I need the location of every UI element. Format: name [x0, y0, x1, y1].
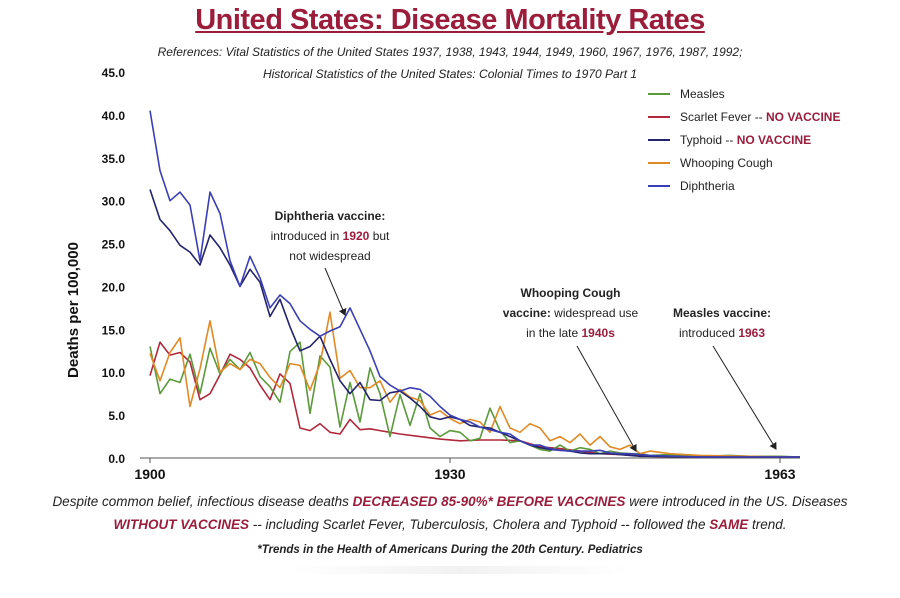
legend-swatch-diphtheria — [648, 184, 670, 187]
annotation-diphtheria-title: Diphtheria vaccine: — [274, 209, 386, 223]
series-line-measles — [149, 341, 801, 458]
y-tick-label: 40.0 — [102, 109, 126, 123]
series-line-scarlet — [149, 341, 800, 458]
citation: *Trends in the Health of Americans Durin… — [257, 544, 643, 556]
x-tick-label: 1900 — [134, 466, 165, 482]
legend-swatch-measles — [648, 92, 670, 95]
annotation-diphtheria-text-2: but — [369, 229, 390, 243]
annotation-measles-text: introduced — [678, 326, 739, 340]
x-tick-label: 1930 — [434, 466, 465, 482]
chart-legend: Measles Scarlet Fever -- NO VACCINE Typh… — [648, 82, 840, 197]
y-tick-label: 35.0 — [102, 152, 126, 166]
caption-text-4: trend. — [748, 517, 787, 532]
y-tick-label: 15.0 — [102, 323, 126, 337]
series-line-diphtheria — [149, 110, 800, 458]
legend-label-diphtheria: Diphtheria — [680, 178, 735, 193]
legend-no-vaccine-scarlet: NO VACCINE — [766, 109, 841, 124]
references-line-2: Historical Statistics of the United Stat… — [262, 67, 638, 81]
diphtheria-arrow — [324, 267, 347, 316]
legend-swatch-whooping-cough — [648, 161, 670, 164]
legend-item-measles: Measles — [648, 82, 840, 105]
legend-label-scarlet-fever: Scarlet Fever -- — [680, 109, 767, 124]
y-tick-label: 10.0 — [102, 366, 126, 380]
y-tick-label: 5.0 — [108, 409, 125, 423]
y-tick-label: 30.0 — [102, 195, 126, 209]
y-axis-label: Deaths per 100,000 — [65, 242, 82, 378]
y-tick-label: 0.0 — [108, 452, 125, 466]
annotation-whooping-cough: Whooping Cough vaccine: widespread use i… — [488, 283, 653, 343]
y-axis-ticks: 0.0 5.0 10.0 15.0 20.0 25.0 30.0 35.0 40.0 45.0 — [102, 66, 126, 466]
annotation-whooping-text-2: in the late — [526, 326, 582, 340]
legend-item-diphtheria: Diphtheria — [648, 174, 840, 197]
caption-highlight-2: WITHOUT VACCINES — [113, 517, 249, 532]
annotation-diphtheria-text: introduced in — [270, 229, 343, 243]
annotation-diphtheria-text-3: not widespread — [289, 249, 371, 263]
annotation-measles-year: 1963 — [738, 326, 766, 340]
caption-text-1: Despite common belief, infectious diseas… — [52, 494, 353, 509]
series-line-whooping — [149, 311, 801, 458]
annotation-measles: Measles vaccine: introduced 1963 — [662, 303, 782, 343]
legend-label-whooping-cough: Whooping Cough — [680, 155, 773, 170]
y-tick-label: 20.0 — [102, 280, 126, 294]
whooping-cough-arrow — [576, 345, 637, 452]
legend-swatch-typhoid — [648, 138, 670, 141]
legend-item-whooping-cough: Whooping Cough — [648, 151, 840, 174]
series-lines — [149, 110, 801, 458]
annotation-whooping-text: widespread use — [550, 306, 639, 320]
caption-text-3: -- including Scarlet Fever, Tuberculosis… — [248, 517, 710, 532]
annotation-whooping-title-2: vaccine: — [502, 306, 551, 320]
caption-line-1: Despite common belief, infectious diseas… — [0, 494, 900, 509]
legend-no-vaccine-typhoid: NO VACCINE — [736, 132, 812, 147]
caption-text-2: were introduced in the US. Diseases — [625, 494, 848, 509]
annotation-whooping-title: Whooping Cough — [520, 286, 621, 300]
references-line-1: References: Vital Statistics of the Unit… — [157, 45, 743, 59]
legend-item-scarlet-fever: Scarlet Fever -- NO VACCINE — [648, 105, 840, 128]
chart-title: United States: Disease Mortality Rates — [195, 4, 705, 36]
caption-highlight-1: DECREASED 85-90%* BEFORE VACCINES — [352, 494, 626, 509]
caption-line-2: WITHOUT VACCINES -- including Scarlet Fe… — [0, 517, 900, 532]
annotation-whooping-year: 1940s — [581, 326, 615, 340]
legend-item-typhoid: Typhoid -- NO VACCINE — [648, 128, 840, 151]
measles-arrow — [712, 345, 777, 450]
faded-footer-strip — [290, 566, 630, 574]
legend-label-measles: Measles — [680, 86, 725, 101]
annotation-diphtheria: Diphtheria vaccine: introduced in 1920 b… — [255, 206, 405, 266]
x-tick-label: 1963 — [764, 466, 795, 482]
annotation-arrows — [324, 267, 777, 452]
caption-highlight-3: SAME — [709, 517, 749, 532]
annotation-measles-title: Measles vaccine: — [672, 306, 772, 320]
y-tick-label: 25.0 — [102, 238, 126, 252]
y-tick-label: 45.0 — [102, 66, 126, 80]
annotation-diphtheria-year: 1920 — [342, 229, 370, 243]
legend-label-typhoid: Typhoid -- — [680, 132, 737, 147]
x-axis-ticks: 1900 1930 1963 — [134, 458, 796, 482]
legend-swatch-scarlet-fever — [648, 115, 670, 118]
